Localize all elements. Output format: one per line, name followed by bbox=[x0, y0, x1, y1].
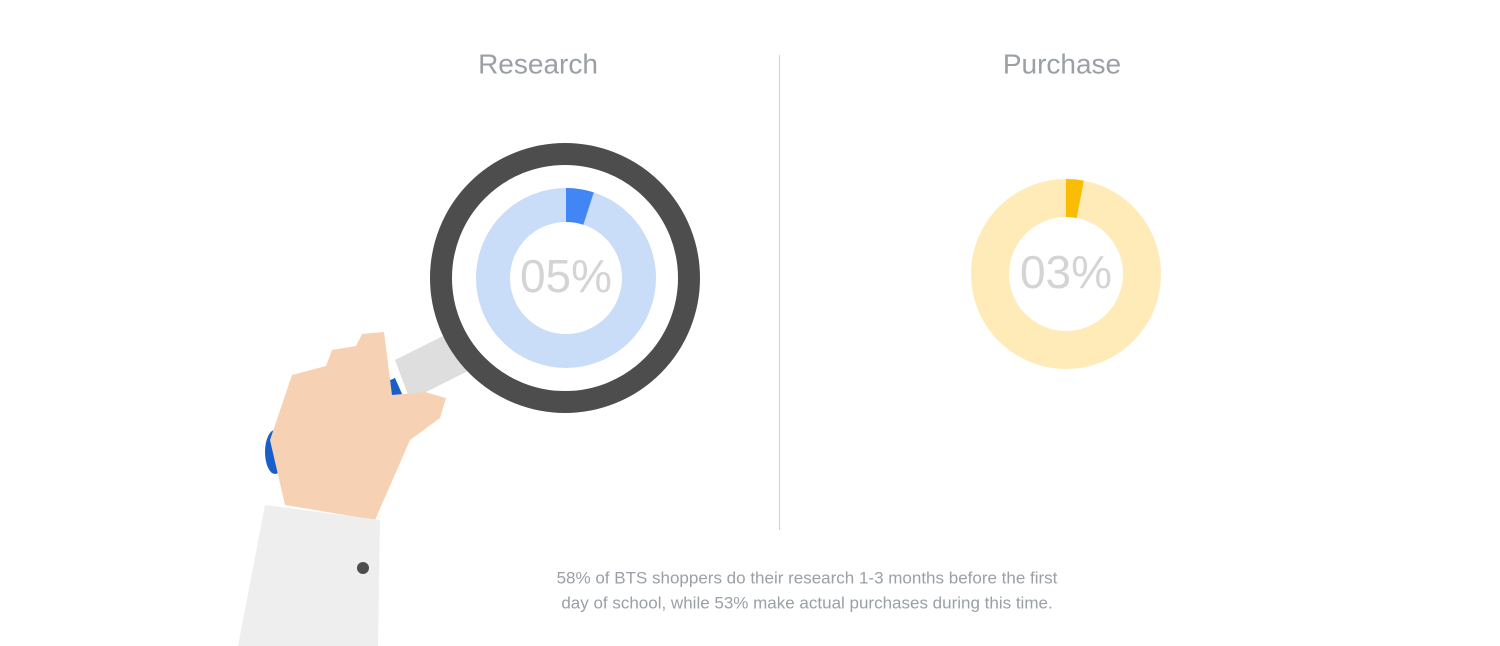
hand bbox=[270, 332, 446, 520]
chart-title: Research bbox=[478, 48, 598, 79]
cuff-button bbox=[357, 562, 369, 574]
center-label: 05% bbox=[520, 250, 612, 302]
caption-line: day of school, while 53% make actual pur… bbox=[561, 593, 1052, 612]
center-label: 03% bbox=[1020, 246, 1112, 298]
sleeve bbox=[238, 505, 380, 646]
caption-line: 58% of BTS shoppers do their research 1-… bbox=[557, 568, 1058, 587]
donut-segment bbox=[565, 188, 594, 225]
lens-ring bbox=[430, 143, 700, 413]
donut-segment bbox=[1065, 179, 1084, 219]
hand-illustration bbox=[238, 143, 700, 646]
chart-title: Purchase bbox=[1003, 48, 1121, 79]
